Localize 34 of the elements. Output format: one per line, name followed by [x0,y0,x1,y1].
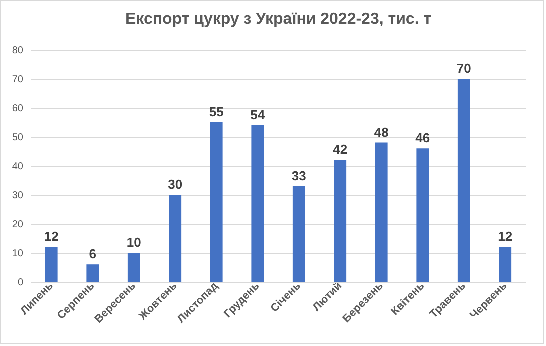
bar [334,160,347,282]
data-label: 48 [374,124,389,140]
y-tick-label: 10 [12,248,24,260]
data-label: 12 [498,229,513,244]
data-label: 30 [168,177,183,192]
bar [416,148,430,282]
data-label: 46 [416,130,430,146]
data-label: 33 [292,168,306,184]
data-label: 10 [126,235,142,250]
bar [499,247,512,282]
data-label: 6 [89,246,96,262]
y-tick-label: 50 [12,132,24,144]
y-tick-label: 80 [12,46,24,56]
data-label: 12 [44,229,59,244]
bar [458,79,470,282]
bar [86,264,100,282]
y-tick-label: 70 [12,74,24,86]
data-label: 70 [456,61,472,76]
bar [128,253,140,282]
data-label: 55 [209,104,224,120]
chart-title: Експорт цукру з України 2022-23, тис. т [125,11,432,28]
bar [375,142,388,282]
bar [210,122,223,282]
bar [292,186,306,282]
y-tick-label: 60 [12,104,24,114]
y-tick-label: 40 [12,162,24,172]
y-tick-label: 20 [12,220,24,230]
y-tick-label: 30 [12,190,24,202]
data-label: 54 [250,107,266,122]
data-label: 42 [333,142,348,158]
bar [169,195,182,282]
bar [45,247,58,282]
y-tick-label: 0 [18,278,24,288]
bar [252,125,264,282]
